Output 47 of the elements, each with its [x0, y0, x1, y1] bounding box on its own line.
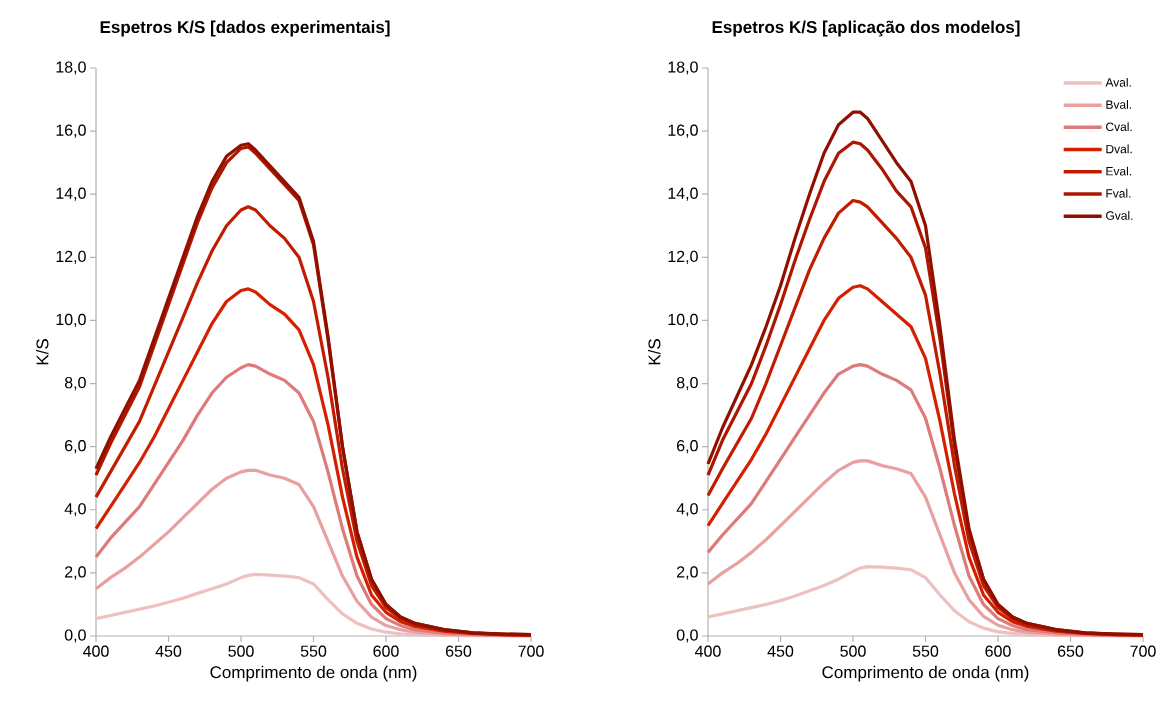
- y-tick-label: 10,0: [56, 313, 86, 328]
- x-tick-label: 600: [985, 645, 1011, 657]
- y-tick-label: 10,0: [668, 313, 698, 328]
- y-tick-label: 0,0: [676, 629, 698, 643]
- chart-title: Espetros K/S [aplicação dos modelos]: [712, 20, 1020, 37]
- y-tick-label: 12,0: [56, 250, 86, 264]
- legend-label: Bval.: [1106, 100, 1132, 109]
- x-tick-label: 500: [840, 645, 866, 657]
- y-tick-label: 6,0: [677, 440, 698, 454]
- x-tick-label: 500: [228, 645, 254, 657]
- y-tick-label: 8,0: [64, 376, 86, 391]
- legend-label: Dval.: [1106, 144, 1132, 154]
- y-tick-label: 14,0: [56, 187, 86, 201]
- legend-label: Cval.: [1106, 122, 1132, 132]
- legend-label: Fval.: [1106, 188, 1131, 198]
- y-tick-label: 6,0: [65, 440, 86, 454]
- y-tick-label: 16,0: [668, 124, 698, 138]
- x-tick-label: 550: [912, 645, 939, 657]
- y-tick-label: 14,0: [668, 187, 698, 201]
- x-tick-label: 700: [518, 645, 544, 657]
- x-axis-title: Comprimento de onda (nm): [210, 665, 417, 682]
- x-tick-label: 450: [767, 645, 794, 657]
- x-tick-label: 650: [445, 645, 472, 657]
- legend-label: Eval.: [1106, 166, 1132, 176]
- x-tick-label: 550: [300, 645, 327, 657]
- y-tick-label: 2,0: [65, 566, 86, 580]
- y-tick-label: 16,0: [56, 124, 86, 138]
- y-tick-label: 12,0: [668, 250, 698, 264]
- x-tick-label: 650: [1057, 645, 1084, 657]
- y-tick-label: 4,0: [64, 503, 86, 517]
- y-tick-label: 18,0: [56, 61, 86, 75]
- x-tick-label: 400: [695, 645, 721, 657]
- y-tick-label: 18,0: [668, 61, 698, 75]
- y-tick-label: 4,0: [676, 503, 698, 517]
- legend-label: Gval.: [1106, 211, 1133, 220]
- x-axis-title: Comprimento de onda (nm): [822, 665, 1029, 682]
- x-tick-label: 450: [155, 645, 182, 657]
- y-axis-title: K/S: [647, 339, 661, 365]
- x-tick-label: 600: [373, 645, 399, 657]
- y-tick-label: 8,0: [676, 376, 698, 391]
- x-tick-label: 700: [1130, 645, 1156, 657]
- x-tick-label: 400: [83, 645, 109, 657]
- chart-title: Espetros K/S [dados experimentais]: [100, 20, 390, 37]
- y-axis-title: K/S: [35, 339, 49, 365]
- y-tick-label: 2,0: [677, 566, 698, 580]
- y-tick-label: 0,0: [64, 629, 86, 643]
- legend-label: Aval.: [1105, 77, 1131, 87]
